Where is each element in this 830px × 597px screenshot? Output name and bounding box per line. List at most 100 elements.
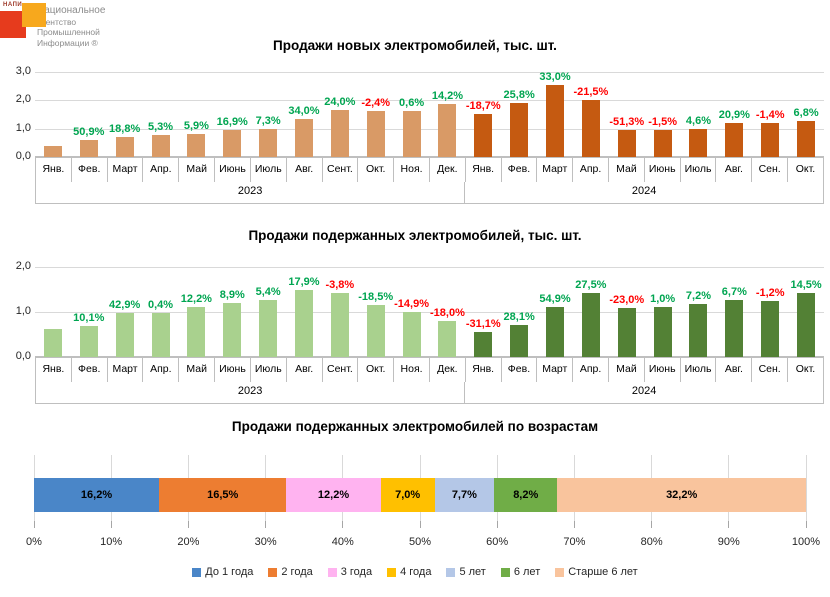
axis-month-label: Март [108,358,144,382]
age-segment-до-1-года: 16,2% [34,478,160,512]
age-segment-2-года: 16,5% [159,478,287,512]
x-axis-tick [187,521,189,528]
napi-logo: НАПИ Национальное Агентство Промышленной Ин… [0,0,200,50]
legend-label: Старше 6 лет [568,566,638,578]
legend-label: 2 года [281,566,313,578]
axis-year-label: 2024 [631,185,657,197]
bar-2023-11 [402,111,421,157]
bar-2023-5 [187,307,206,357]
bar-2023-10 [366,305,385,357]
bar-value-label: 12,2% [180,293,212,305]
x-axis-tick-label: 100% [791,536,821,548]
bar-value-label: -18,0% [429,307,465,319]
bar-2023-1 [43,329,62,357]
bar-value-label: -51,3% [609,116,645,128]
bar-2023-10 [366,111,385,157]
bar-value-label: 42,9% [109,299,141,311]
bar-value-label: -1,2% [755,287,785,299]
bar-value-label: -23,0% [609,294,645,306]
legend-swatch [268,567,278,577]
bar-2023-11 [402,312,421,357]
x-axis-tick [265,521,267,528]
bar-2024-3 [546,85,565,157]
bar-2023-5 [187,134,206,157]
axis-month-label: Авг. [287,358,323,382]
axis-month-label: Янв. [466,158,502,182]
bar-2024-7 [689,129,708,157]
bar-value-label: -3,8% [325,279,355,291]
bar-value-label: -21,5% [573,86,609,98]
bar-value-label: 10,1% [73,312,105,324]
bar-2024-3 [546,307,565,357]
bar-2023-9 [330,110,349,157]
bar-value-label: 18,8% [109,123,141,135]
bar-2024-6 [653,307,672,357]
napi-logo-mini-text: НАПИ [3,2,23,8]
axis-month-label: Авг. [716,358,753,382]
axis-month-label: Окт. [795,163,816,175]
bar-value-label: 0,6% [399,97,425,109]
axis-month-label: Авг. [287,158,323,182]
bar-value-label: 5,9% [183,120,209,132]
axis-month-label: Фев. [72,158,108,182]
axis-month-label: Апр. [573,158,609,182]
bar-value-label: -31,1% [465,318,501,330]
axis-month-label: Май [609,358,645,382]
bar-2024-5 [617,308,636,357]
bar-2023-12 [438,321,457,357]
bar-2024-9 [761,301,780,357]
x-axis-tick-label: 20% [177,536,200,548]
axis-month-label: Апр. [143,358,180,382]
axis-month-label: Авг. [716,158,753,182]
month-axis-chart1: Янв. Фев. Март Апр. Май Июнь Июль Авг. Сент. Окт.… [35,157,824,182]
gridline [35,72,824,73]
bar-2024-6 [653,130,672,157]
bar-2023-2 [79,326,98,357]
bar-value-label: -18,7% [465,100,501,112]
x-axis-tick-label: 70% [563,536,586,548]
bar-value-label: 8,9% [219,289,245,301]
napi-logo-name-line: Национальное [37,5,106,16]
month-axis-chart2: Янв. Фев. Март Апр. Май Июнь Июль Авг. Сент. Окт.… [35,357,824,382]
age-segment-старше-6-лет: 32,2% [557,478,806,512]
axis-year-label: 2024 [631,385,657,397]
bar-2024-10 [797,293,816,357]
stacked-bar: 16,2% 16,5% 12,2% 7,0% 7,7% 8,2% 32,2% [34,478,806,512]
axis-month-label: Янв. [36,358,72,382]
x-axis-tick [651,521,653,528]
bar-2024-7 [689,304,708,357]
bar-2023-3 [115,313,134,357]
plot-area-chart2: 10,1% 42,9% 0,4% 12,2% 8,9% 5,4% 17,9% -3,8% -18… [35,267,824,357]
axis-month-label: Окт. [795,363,816,375]
napi-logo-name-line: Промышленной [37,27,100,37]
axis-month-label: Июль [681,358,717,382]
bar-value-label: -14,9% [394,298,429,310]
bar-2024-4 [581,100,600,157]
axis-month-label: Июнь [645,158,681,182]
bar-2023-1 [43,146,62,157]
age-segment-5-лет: 7,7% [434,478,495,512]
x-axis-tick-label: 60% [486,536,509,548]
legend-swatch [387,567,397,577]
stacked-chart-x-labels: 0% 10% 20% 30% 40% 50% 60% 70% 80% 90% 100% [26,536,820,550]
axis-month-label: Март [108,158,144,182]
legend-item: 6 лет [500,566,540,578]
bar-value-label: 5,4% [255,286,281,298]
axis-month-label: Май [179,158,216,182]
axis-month-label: Ноя. [394,358,430,382]
bar-value-label: 25,8% [503,89,535,101]
y-axis-labels-chart1: 0,0 1,0 2,0 3,0 [4,65,31,162]
age-segment-3-года: 12,2% [286,478,381,512]
gridline [35,267,824,268]
napi-logo-name-line: Информации ® [37,37,98,48]
bar-value-label: 20,9% [718,109,750,121]
bar-2024-1 [474,114,493,157]
bar-2023-12 [438,104,457,157]
chart-title-used-ev-sales: Продажи подержанных электромобилей, тыс.… [248,228,582,243]
bar-2023-8 [294,290,313,357]
bar-2024-8 [725,300,744,357]
axis-year-label: 2023 [36,382,466,403]
legend-swatch [446,567,456,577]
gridline [35,100,824,102]
